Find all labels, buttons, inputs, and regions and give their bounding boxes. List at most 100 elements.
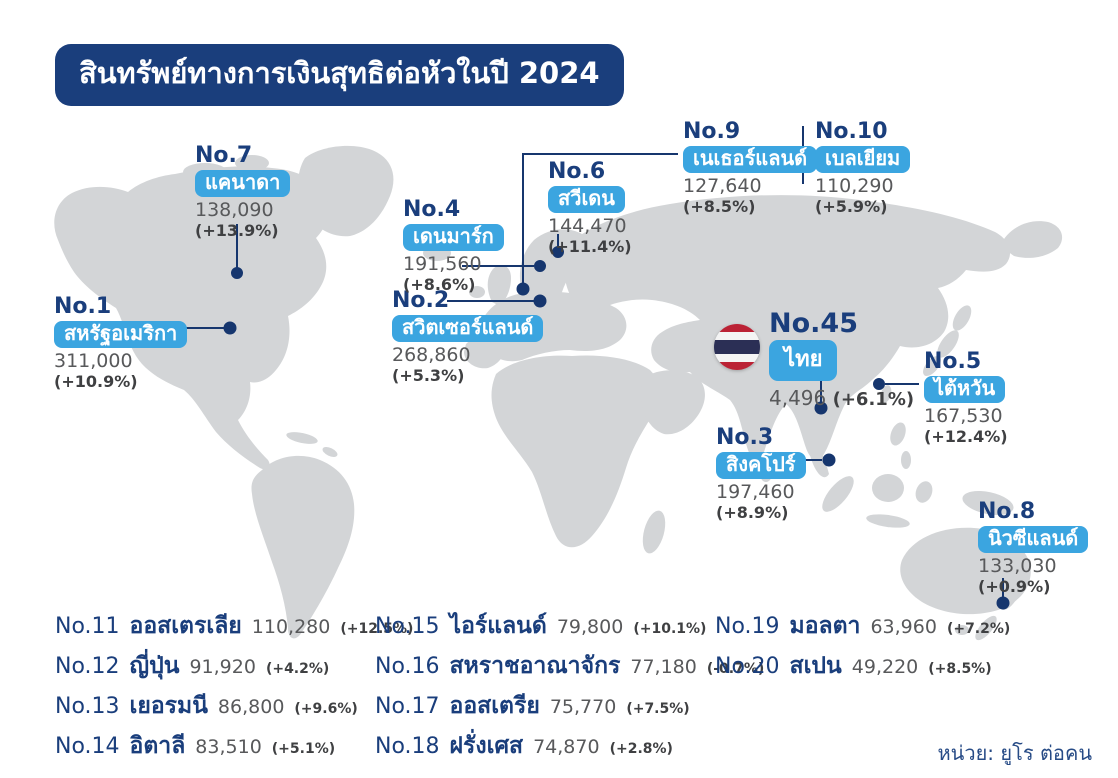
rank-label: No.5 [924, 349, 982, 374]
value-label: 133,030 [978, 555, 1057, 578]
value-label: 83,510 [195, 736, 262, 758]
ranking-row-france: No.18 ฝรั่งเศส 74,870 (+2.8%) [375, 728, 764, 768]
map-africa [491, 355, 660, 548]
callout-denmark: No.4 เดนมาร์ก 191,560 (+8.6%) [403, 197, 504, 294]
value-label: 63,960 [870, 616, 937, 638]
pct-label: (+2.8%) [609, 741, 673, 757]
ranking-column-3: No.19 มอลตา 63,960 (+7.2%) No.20 สเปน 49… [715, 608, 1010, 688]
country-label: เยอรมนี [129, 693, 208, 719]
value-label: 49,220 [851, 656, 919, 678]
pct-label: (+7.5%) [626, 701, 690, 717]
connector-canada [231, 224, 243, 279]
rank-label: No.8 [978, 499, 1036, 524]
value-label: 144,470 [548, 215, 627, 238]
country-pill: ไทย [769, 340, 838, 382]
callout-usa: No.1 สหรัฐอเมริกา 311,000 (+10.9%) [54, 294, 188, 392]
pct-label: (+0.9%) [978, 577, 1051, 597]
value-label: 75,770 [549, 696, 617, 718]
value-label: 110,280 [251, 616, 331, 638]
value-label: 167,530 [924, 405, 1003, 428]
value-label: 91,920 [189, 656, 256, 678]
country-label: ออสเตรเลีย [129, 613, 242, 639]
ranking-column-1: No.11 ออสเตรเลีย 110,280 (+12.5%) No.12 … [55, 608, 413, 768]
callout-belgium: No.10 เบลเยียม 110,290 (+5.9%) [815, 119, 911, 217]
value-label: 197,460 [716, 481, 795, 504]
country-pill: ไต้หวัน [924, 376, 1006, 404]
callout-canada: No.7 แคนาดา 138,090 (+13.9%) [195, 143, 291, 241]
value-label: 311,000 [54, 350, 133, 373]
country-label: สเปน [789, 653, 842, 679]
value-label: 138,090 [195, 199, 274, 222]
connector-thailand [814, 374, 828, 415]
page-title: สินทรัพย์ทางการเงินสุทธิต่อหัวในปี 2024 [79, 56, 600, 90]
country-pill: สิงคโปร์ [716, 452, 806, 480]
callout-thailand: No.45 ไทย 4,496 (+6.1%) [714, 308, 914, 410]
callout-singapore: No.3 สิงคโปร์ 197,460 (+8.9%) [716, 425, 806, 523]
rank-label: No.13 [55, 694, 120, 719]
rank-label: No.18 [375, 734, 440, 759]
pct-label: (+10.9%) [54, 372, 138, 392]
thailand-callout-text: No.45 ไทย 4,496 (+6.1%) [769, 308, 914, 410]
map-north-america [54, 166, 329, 470]
callout-netherlands: No.9 เนเธอร์แลนด์ 127,640 (+8.5%) [683, 119, 818, 216]
connector-sweden [552, 234, 564, 258]
value-label: 77,180 [630, 656, 697, 678]
ranking-column-2: No.15 ไอร์แลนด์ 79,800 (+10.1%) No.16 สห… [375, 608, 764, 768]
value-label: 74,870 [533, 736, 600, 758]
value-label: 4,496 [769, 386, 827, 411]
country-label: ออสเตรีย [449, 693, 540, 719]
country-pill: สหรัฐอเมริกา [54, 321, 188, 349]
pct-label: (+8.5%) [928, 661, 992, 677]
ranking-row-austria: No.17 ออสเตรีย 75,770 (+7.5%) [375, 688, 764, 728]
country-label: ญี่ปุ่น [129, 653, 180, 679]
country-label: มอลตา [789, 613, 861, 639]
value-label: 268,860 [392, 344, 471, 367]
connector-usa [186, 321, 237, 335]
value-label: 127,640 [683, 175, 762, 198]
connector-taiwan [873, 378, 919, 390]
rank-label: No.7 [195, 143, 253, 168]
thailand-flag-icon [714, 324, 760, 370]
rank-label: No.1 [54, 294, 112, 319]
ranking-row-ireland: No.15 ไอร์แลนด์ 79,800 (+10.1%) [375, 608, 764, 648]
callout-new-zealand: No.8 นิวซีแลนด์ 133,030 (+0.9%) [978, 499, 1089, 597]
callout-switzerland: No.2 สวิตเซอร์แลนด์ 268,860 (+5.3%) [392, 288, 544, 385]
ranking-row-uk: No.16 สหราชอาณาจักร 77,180 (-0.7%) [375, 648, 764, 688]
rank-label: No.20 [715, 654, 780, 679]
pct-label: (+5.9%) [815, 197, 888, 217]
rank-label: No.10 [815, 119, 888, 144]
country-pill: แคนาดา [195, 170, 291, 198]
rank-label: No.12 [55, 654, 120, 679]
country-pill: เดนมาร์ก [403, 224, 504, 252]
ranking-row-japan: No.12 ญี่ปุ่น 91,920 (+4.2%) [55, 648, 413, 688]
callout-sweden: No.6 สวีเดน 144,470 (+11.4%) [548, 159, 632, 257]
pct-label: (-0.7%) [706, 661, 765, 677]
value-label: 86,800 [217, 696, 285, 718]
pct-label: (+6.1%) [832, 389, 915, 411]
value-label: 79,800 [556, 616, 624, 638]
title-banner: สินทรัพย์ทางการเงินสุทธิต่อหัวในปี 2024 [55, 44, 624, 106]
country-pill: สวีเดน [548, 186, 625, 214]
pct-label: (+8.9%) [716, 503, 789, 523]
pct-label: (+10.1%) [633, 621, 707, 637]
rank-label: No.45 [769, 308, 858, 339]
rank-label: No.4 [403, 197, 461, 222]
pct-label: (+5.1%) [271, 741, 336, 757]
map-south-america [251, 455, 355, 639]
rank-label: No.2 [392, 288, 450, 313]
country-pill: เนเธอร์แลนด์ [683, 146, 818, 174]
country-label: อิตาลี [129, 733, 186, 759]
pct-label: (+13.9%) [195, 221, 279, 241]
ranking-row-spain: No.20 สเปน 49,220 (+8.5%) [715, 648, 1010, 688]
pct-label: (+11.4%) [548, 237, 632, 257]
country-pill: สวิตเซอร์แลนด์ [392, 315, 544, 343]
rank-label: No.11 [55, 614, 120, 639]
pct-label: (+9.6%) [294, 701, 358, 717]
country-label: ไอร์แลนด์ [449, 613, 547, 639]
country-label: ฝรั่งเศส [449, 733, 524, 759]
value-line: 4,496 (+6.1%) [769, 386, 914, 410]
connector-switzerland [447, 294, 547, 308]
rank-label: No.16 [375, 654, 440, 679]
connector-netherlands [516, 153, 678, 296]
